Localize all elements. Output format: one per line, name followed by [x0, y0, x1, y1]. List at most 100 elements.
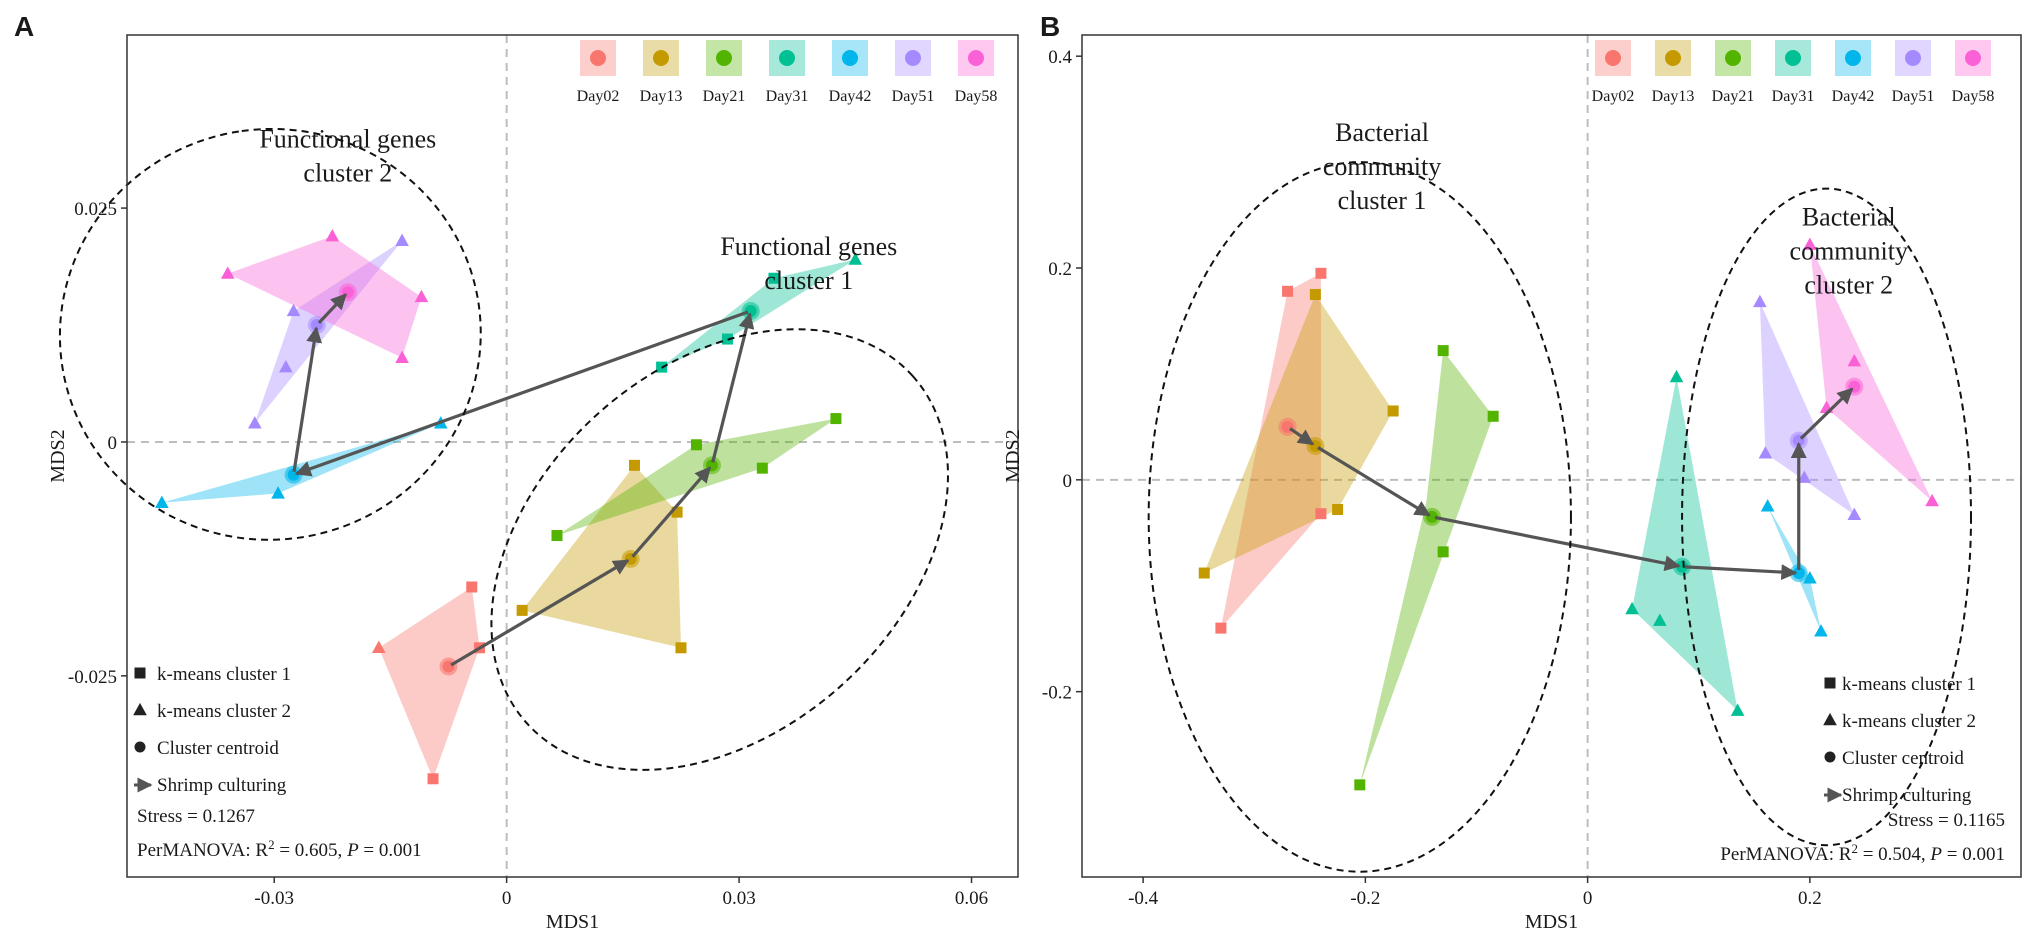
point-day13-1: [628, 459, 640, 471]
plot-frame: [126, 34, 1019, 878]
shape-legend-icon-triangle: [133, 702, 147, 716]
cluster-annotation-2-line-1: Bacterial: [1802, 203, 1896, 232]
hull-day51: [1759, 301, 1855, 515]
x-tick-label: -0.4: [1128, 888, 1159, 909]
trajectory-arrow-1: [1289, 427, 1315, 446]
legend-label-day31: Day31: [1772, 88, 1815, 105]
permanova-stat: = 0.504,: [1858, 844, 1930, 865]
point-day51-3: [1797, 470, 1812, 483]
legend-dot-day58: [968, 50, 984, 66]
trajectory-arrow-3: [1434, 515, 1681, 572]
legend-label-day51: Day51: [1892, 88, 1935, 105]
legend-dot-day31: [779, 50, 795, 66]
shape-legend-icon-square: [134, 667, 146, 679]
legend-label-day13: Day13: [640, 88, 683, 105]
legend-dot-day13: [1665, 50, 1681, 66]
y-tick-label: 0.025: [74, 199, 117, 220]
point-day58-2: [1847, 354, 1862, 367]
shape-legend-label: k-means cluster 1: [1842, 674, 1976, 695]
plot-frame: [1081, 34, 2022, 878]
point-day51-4: [248, 416, 262, 429]
point-day31-3: [721, 333, 733, 345]
y-axis-title: MDS2: [1002, 429, 1024, 482]
shape-legend-icon-circle: [134, 741, 146, 753]
point-day42-3: [271, 486, 285, 499]
point-day02-1: [1315, 267, 1327, 279]
permanova-p-value: = 0.001: [359, 840, 422, 861]
permanova-stat: = 0.605,: [275, 840, 347, 861]
point-day21-1: [830, 413, 842, 425]
cluster-annotation-1-line-1: Bacterial: [1335, 118, 1429, 147]
x-tick-label: 0: [1583, 888, 1593, 909]
legend-label-day02: Day02: [577, 88, 620, 105]
permanova-sup: 2: [1851, 841, 1858, 856]
point-day21-2: [690, 439, 702, 451]
shape-legend-label: Cluster centroid: [157, 738, 279, 759]
hull-day13: [522, 465, 681, 648]
permanova-sup: 2: [268, 837, 275, 852]
y-tick-label: 0: [1063, 471, 1073, 492]
legend-dot-day21: [1725, 50, 1741, 66]
point-day51-1: [1753, 294, 1767, 308]
stress-value: Stress = 0.1165: [1888, 810, 2005, 831]
shape-legend-label: k-means cluster 1: [157, 664, 291, 685]
point-day31-2: [1625, 601, 1639, 615]
trajectory-arrow-1: [450, 559, 630, 667]
hull-day21: [1359, 350, 1494, 785]
point-day02-2: [1282, 285, 1294, 297]
permanova-prefix: PerMANOVA: R: [1720, 844, 1851, 865]
point-day58-4: [395, 350, 409, 363]
permanova-p-label: P: [1929, 844, 1942, 865]
point-day51-3: [279, 359, 293, 373]
y-tick-label: -0.2: [1042, 683, 1072, 704]
shape-legend-icon-triangle: [1823, 712, 1837, 726]
y-tick-label: 0.2: [1048, 259, 1072, 280]
point-day13-3: [675, 642, 687, 654]
y-tick-label: 0.4: [1048, 47, 1072, 68]
hull-day58: [227, 236, 422, 358]
trajectory-arrow-3: [711, 312, 755, 463]
stress-value: Stress = 0.1267: [137, 806, 255, 827]
hull-day42: [1767, 506, 1821, 632]
panel-b: B Bacterial community cluster 1 Bacterial com…: [1002, 11, 2022, 933]
y-tick-label: 0: [108, 433, 118, 454]
cluster-annotation-1-line-1: Functional genes: [259, 124, 436, 153]
cluster-annotation-1-line-3: cluster 1: [1338, 186, 1427, 215]
point-day02-3: [1315, 508, 1327, 520]
point-day31-2: [848, 252, 863, 265]
trajectory-arrow-4: [1684, 564, 1798, 581]
trajectory-arrow-2: [1317, 446, 1431, 517]
x-tick-label: 0.2: [1798, 888, 1822, 909]
trajectory-arrow-2: [631, 466, 712, 558]
point-day31-1: [1669, 369, 1684, 383]
hull-day02: [378, 586, 480, 779]
legend-dot-day51: [905, 50, 921, 66]
legend-label-day58: Day58: [955, 88, 998, 105]
point-day51-2: [1758, 446, 1773, 459]
point-day58-3: [414, 289, 429, 303]
point-day21-4: [1354, 779, 1366, 791]
point-day42-2: [155, 495, 169, 508]
legend-dot-day13: [653, 50, 669, 66]
cluster-ellipse-1: [1147, 161, 1572, 873]
legend-dot-day02: [1605, 50, 1621, 66]
legend-dot-day02: [590, 50, 606, 66]
point-day58-1: [1803, 237, 1817, 250]
point-day58-4: [1925, 493, 1939, 507]
point-day02-1: [371, 640, 386, 653]
point-day02-2: [466, 581, 478, 593]
legend-label-day42: Day42: [829, 88, 872, 105]
legend-label-day02: Day02: [1592, 88, 1635, 105]
point-day02-4: [427, 773, 439, 785]
trajectory-arrow-6: [1799, 387, 1854, 440]
cluster-annotation-2-line-3: cluster 2: [1804, 271, 1893, 300]
point-day51-2: [286, 303, 301, 317]
x-tick-label: -0.03: [254, 888, 294, 909]
point-day51-1: [395, 233, 409, 247]
permanova-p-value: = 0.001: [1942, 844, 2005, 865]
point-day31-4: [1730, 703, 1745, 716]
point-day42-2: [1803, 571, 1817, 584]
point-day58-1: [220, 266, 235, 279]
trajectory-arrow-4: [294, 310, 749, 477]
